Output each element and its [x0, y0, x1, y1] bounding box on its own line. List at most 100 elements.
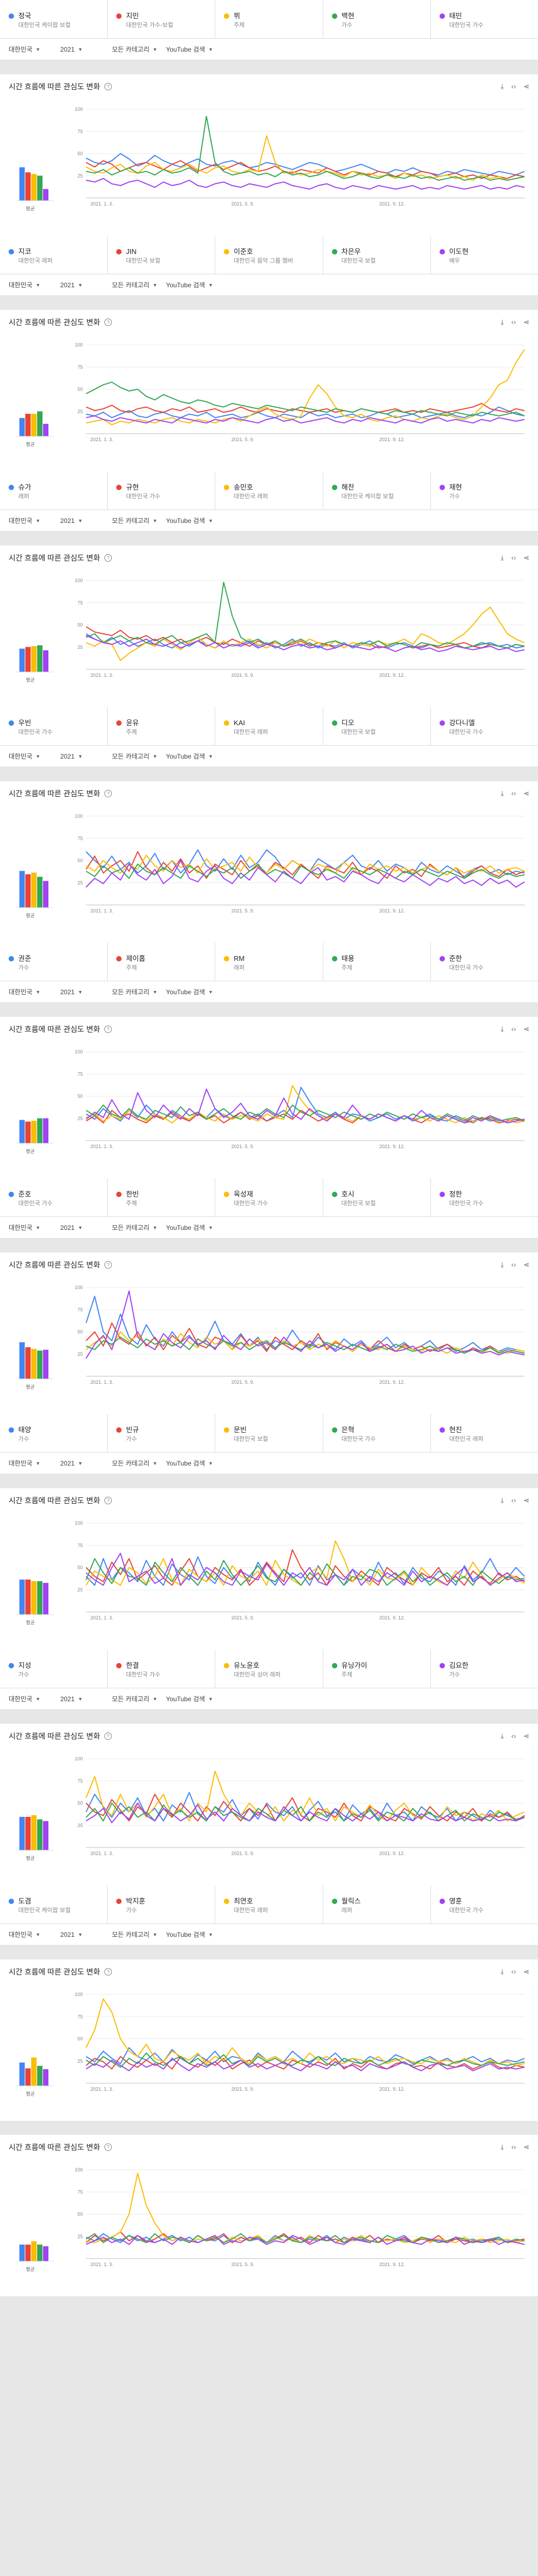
compare-term[interactable]: 영훈 대한민국 가수 — [431, 1885, 538, 1923]
category-dropdown[interactable]: 모든 카테고리 ▼ — [112, 516, 158, 525]
share-icon[interactable]: ⋖ — [523, 318, 529, 326]
embed-icon[interactable]: ‹› — [511, 2143, 516, 2151]
time-range-dropdown[interactable]: 2021 ▼ — [60, 517, 103, 525]
time-range-dropdown[interactable]: 2021 ▼ — [60, 988, 103, 996]
compare-term[interactable]: 빈규 가수 — [108, 1414, 216, 1452]
help-icon[interactable]: ? — [104, 1732, 112, 1740]
compare-term[interactable]: 윤유 주제 — [108, 707, 216, 745]
country-filter-dropdown[interactable]: 대한민국 ▼ — [9, 752, 52, 761]
download-icon[interactable]: ⤓ — [500, 554, 504, 562]
compare-term[interactable]: 슈가 래퍼 — [0, 471, 108, 509]
help-icon[interactable]: ? — [104, 1261, 112, 1269]
time-range-dropdown[interactable]: 2021 ▼ — [60, 281, 103, 289]
time-range-dropdown[interactable]: 2021 ▼ — [60, 1460, 103, 1467]
compare-term[interactable]: 정국 대한민국 케이팝 보컬 — [0, 0, 108, 38]
embed-icon[interactable]: ‹› — [511, 1261, 516, 1269]
country-filter-dropdown[interactable]: 대한민국 ▼ — [9, 516, 52, 525]
download-icon[interactable]: ⤓ — [500, 2143, 504, 2151]
search-type-dropdown[interactable]: YouTube 검색 ▼ — [166, 280, 214, 289]
share-icon[interactable]: ⋖ — [523, 1496, 529, 1504]
category-dropdown[interactable]: 모든 카테고리 ▼ — [112, 1459, 158, 1468]
embed-icon[interactable]: ‹› — [511, 1732, 516, 1740]
country-filter-dropdown[interactable]: 대한민국 ▼ — [9, 1223, 52, 1232]
compare-term[interactable]: 김요한 가수 — [431, 1650, 538, 1688]
time-range-dropdown[interactable]: 2021 ▼ — [60, 1224, 103, 1232]
compare-term[interactable]: 지민 대한민국 가수-보컬 — [108, 0, 216, 38]
time-range-dropdown[interactable]: 2021 ▼ — [60, 46, 103, 53]
category-dropdown[interactable]: 모든 카테고리 ▼ — [112, 1223, 158, 1232]
compare-term[interactable]: 제이홉 주제 — [108, 943, 216, 981]
category-dropdown[interactable]: 모든 카테고리 ▼ — [112, 1930, 158, 1939]
time-range-dropdown[interactable]: 2021 ▼ — [60, 1931, 103, 1938]
compare-term[interactable]: 월릭스 래퍼 — [323, 1885, 431, 1923]
compare-term[interactable]: 유노윤호 대한민국 싱어 래퍼 — [215, 1650, 323, 1688]
download-icon[interactable]: ⤓ — [500, 1025, 504, 1033]
compare-term[interactable]: 이도현 배우 — [431, 236, 538, 274]
search-type-dropdown[interactable]: YouTube 검색 ▼ — [166, 516, 214, 525]
compare-term[interactable]: 뷔 주제 — [215, 0, 323, 38]
compare-term[interactable]: 문빈 대한민국 보컬 — [215, 1414, 323, 1452]
search-type-dropdown[interactable]: YouTube 검색 ▼ — [166, 1930, 214, 1939]
embed-icon[interactable]: ‹› — [511, 554, 516, 562]
compare-term[interactable]: KAI 대한민국 래퍼 — [215, 707, 323, 745]
compare-term[interactable]: 호시 대한민국 보컬 — [323, 1178, 431, 1216]
compare-term[interactable]: 이준호 대한민국 음악 그룹 멤버 — [215, 236, 323, 274]
compare-term[interactable]: 백현 가수 — [323, 0, 431, 38]
search-type-dropdown[interactable]: YouTube 검색 ▼ — [166, 1223, 214, 1232]
help-icon[interactable]: ? — [104, 554, 112, 562]
search-type-dropdown[interactable]: YouTube 검색 ▼ — [166, 1459, 214, 1468]
share-icon[interactable]: ⋖ — [523, 82, 529, 90]
category-dropdown[interactable]: 모든 카테고리 ▼ — [112, 987, 158, 996]
search-type-dropdown[interactable]: YouTube 검색 ▼ — [166, 1694, 214, 1703]
country-filter-dropdown[interactable]: 대한민국 ▼ — [9, 1459, 52, 1468]
compare-term[interactable]: 태민 대한민국 가수 — [431, 0, 538, 38]
country-filter-dropdown[interactable]: 대한민국 ▼ — [9, 1694, 52, 1703]
compare-term[interactable]: 차은우 대한민국 보컬 — [323, 236, 431, 274]
help-icon[interactable]: ? — [104, 1025, 112, 1033]
share-icon[interactable]: ⋖ — [523, 2143, 529, 2151]
search-type-dropdown[interactable]: YouTube 검색 ▼ — [166, 45, 214, 54]
share-icon[interactable]: ⋖ — [523, 554, 529, 562]
help-icon[interactable]: ? — [104, 1968, 112, 1976]
search-type-dropdown[interactable]: YouTube 검색 ▼ — [166, 987, 214, 996]
compare-term[interactable]: 최연호 대한민국 래퍼 — [215, 1885, 323, 1923]
embed-icon[interactable]: ‹› — [511, 318, 516, 326]
download-icon[interactable]: ⤓ — [500, 1968, 504, 1976]
compare-term[interactable]: 박지훈 가수 — [108, 1885, 216, 1923]
country-filter-dropdown[interactable]: 대한민국 ▼ — [9, 280, 52, 289]
embed-icon[interactable]: ‹› — [511, 1025, 516, 1033]
download-icon[interactable]: ⤓ — [500, 318, 504, 326]
category-dropdown[interactable]: 모든 카테고리 ▼ — [112, 45, 158, 54]
country-filter-dropdown[interactable]: 대한민국 ▼ — [9, 987, 52, 996]
help-icon[interactable]: ? — [104, 83, 112, 90]
compare-term[interactable]: 도겸 대한민국 케이팝 보컬 — [0, 1885, 108, 1923]
compare-term[interactable]: 우빈 대한민국 가수 — [0, 707, 108, 745]
help-icon[interactable]: ? — [104, 319, 112, 326]
share-icon[interactable]: ⋖ — [523, 1968, 529, 1976]
compare-term[interactable]: 지코 대한민국 래퍼 — [0, 236, 108, 274]
compare-term[interactable]: 재현 가수 — [431, 471, 538, 509]
share-icon[interactable]: ⋖ — [523, 789, 529, 797]
compare-term[interactable]: 준호 대한민국 가수 — [0, 1178, 108, 1216]
category-dropdown[interactable]: 모든 카테고리 ▼ — [112, 280, 158, 289]
help-icon[interactable]: ? — [104, 790, 112, 797]
download-icon[interactable]: ⤓ — [500, 82, 504, 90]
embed-icon[interactable]: ‹› — [511, 1496, 516, 1504]
compare-term[interactable]: 태용 주제 — [323, 943, 431, 981]
compare-term[interactable]: 준한 대한민국 가수 — [431, 943, 538, 981]
time-range-dropdown[interactable]: 2021 ▼ — [60, 753, 103, 760]
download-icon[interactable]: ⤓ — [500, 1261, 504, 1269]
time-range-dropdown[interactable]: 2021 ▼ — [60, 1695, 103, 1703]
download-icon[interactable]: ⤓ — [500, 1496, 504, 1504]
compare-term[interactable]: 태양 가수 — [0, 1414, 108, 1452]
compare-term[interactable]: 송민호 대한민국 래퍼 — [215, 471, 323, 509]
category-dropdown[interactable]: 모든 카테고리 ▼ — [112, 1694, 158, 1703]
compare-term[interactable]: RM 래퍼 — [215, 943, 323, 981]
compare-term[interactable]: 육성재 대한민국 가수 — [215, 1178, 323, 1216]
compare-term[interactable]: 해찬 대한민국 케이팝 보컬 — [323, 471, 431, 509]
compare-term[interactable]: 정한 대한민국 가수 — [431, 1178, 538, 1216]
search-type-dropdown[interactable]: YouTube 검색 ▼ — [166, 752, 214, 761]
share-icon[interactable]: ⋖ — [523, 1025, 529, 1033]
compare-term[interactable]: 한결 대한민국 가수 — [108, 1650, 216, 1688]
help-icon[interactable]: ? — [104, 1497, 112, 1504]
